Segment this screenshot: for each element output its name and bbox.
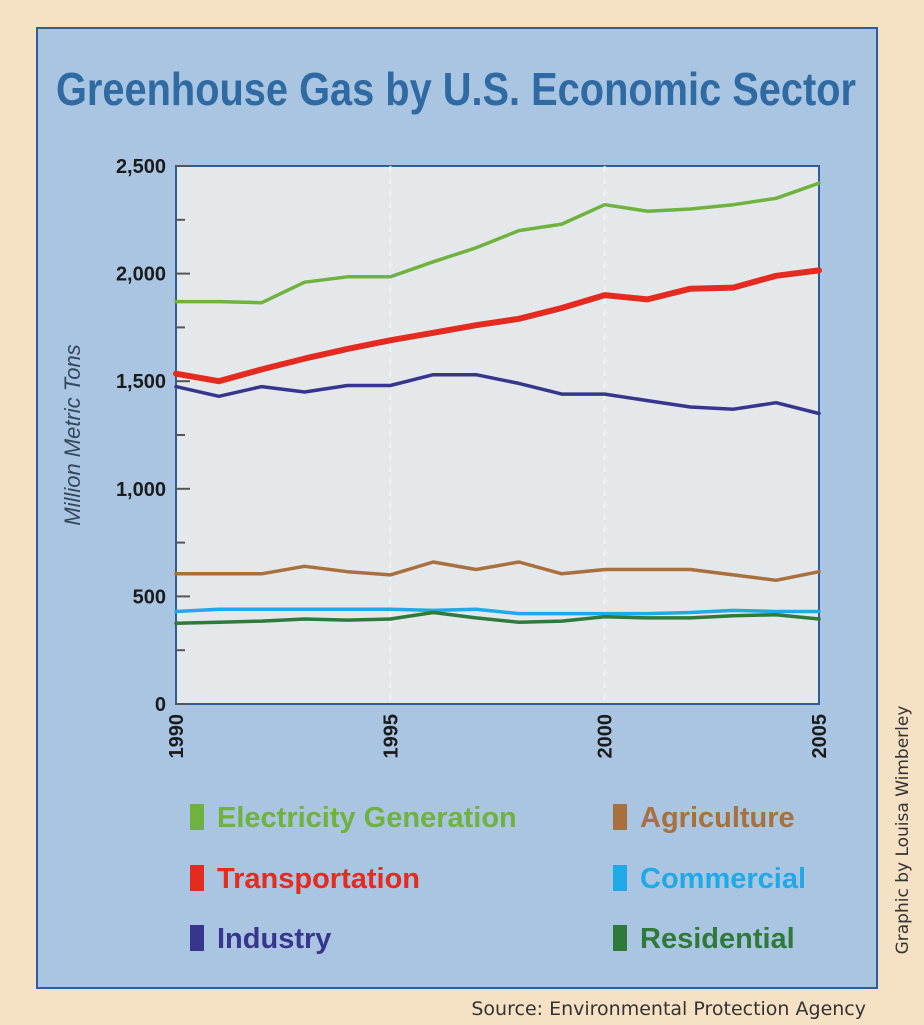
y-axis-labels: 0 500 1,000 1,500 2,000 2,500 <box>116 156 166 716</box>
legend-swatch-residential <box>613 925 627 951</box>
series-line-commercial <box>174 607 821 616</box>
legend-label-electricity-generation: Electricity Generation <box>217 802 517 834</box>
y-tick-label: 500 <box>133 586 166 608</box>
chart-title: Greenhouse Gas by U.S. Economic Sector <box>56 63 856 115</box>
legend-swatch-commercial <box>613 865 627 891</box>
series-lines <box>173 181 822 626</box>
graphic-credit: Graphic by Louisa Wimberley <box>893 705 913 955</box>
legend-label-transportation: Transportation <box>217 863 420 895</box>
y-tick-label: 1,000 <box>116 479 166 501</box>
y-axis-ticks <box>176 165 606 705</box>
x-tick-label: 2005 <box>809 714 831 759</box>
series-line-electricity-generation <box>174 181 821 305</box>
series-line-agriculture <box>174 560 821 583</box>
x-tick-label: 1990 <box>166 714 188 759</box>
x-axis-labels: 1990 1995 2000 2005 <box>166 714 831 759</box>
y-tick-label: 1,500 <box>116 371 166 393</box>
y-tick-label: 2,000 <box>116 264 166 286</box>
legend-label-industry: Industry <box>217 923 331 955</box>
y-tick-label: 2,500 <box>116 156 166 178</box>
legend-swatch-industry <box>190 925 204 951</box>
y-tick-label: 0 <box>155 694 166 716</box>
legend-swatch-transportation <box>190 865 204 891</box>
series-line-industry <box>174 372 821 416</box>
legend-swatch-electricity-generation <box>190 804 204 830</box>
x-tick-label: 1995 <box>380 714 402 759</box>
legend-swatch-agriculture <box>613 804 627 830</box>
legend-label-residential: Residential <box>640 923 795 955</box>
legend-label-agriculture: Agriculture <box>640 802 795 834</box>
legend: Electricity Generation Transportation Indu… <box>190 802 806 955</box>
plot-area <box>175 165 820 705</box>
y-axis-title: Million Metric Tons <box>60 344 85 525</box>
series-line-transportation <box>173 267 822 385</box>
series-line-residential <box>174 610 821 626</box>
source-note: Source: Environmental Protection Agency <box>471 998 866 1020</box>
x-tick-label: 2000 <box>595 714 617 759</box>
legend-label-commercial: Commercial <box>640 863 806 895</box>
